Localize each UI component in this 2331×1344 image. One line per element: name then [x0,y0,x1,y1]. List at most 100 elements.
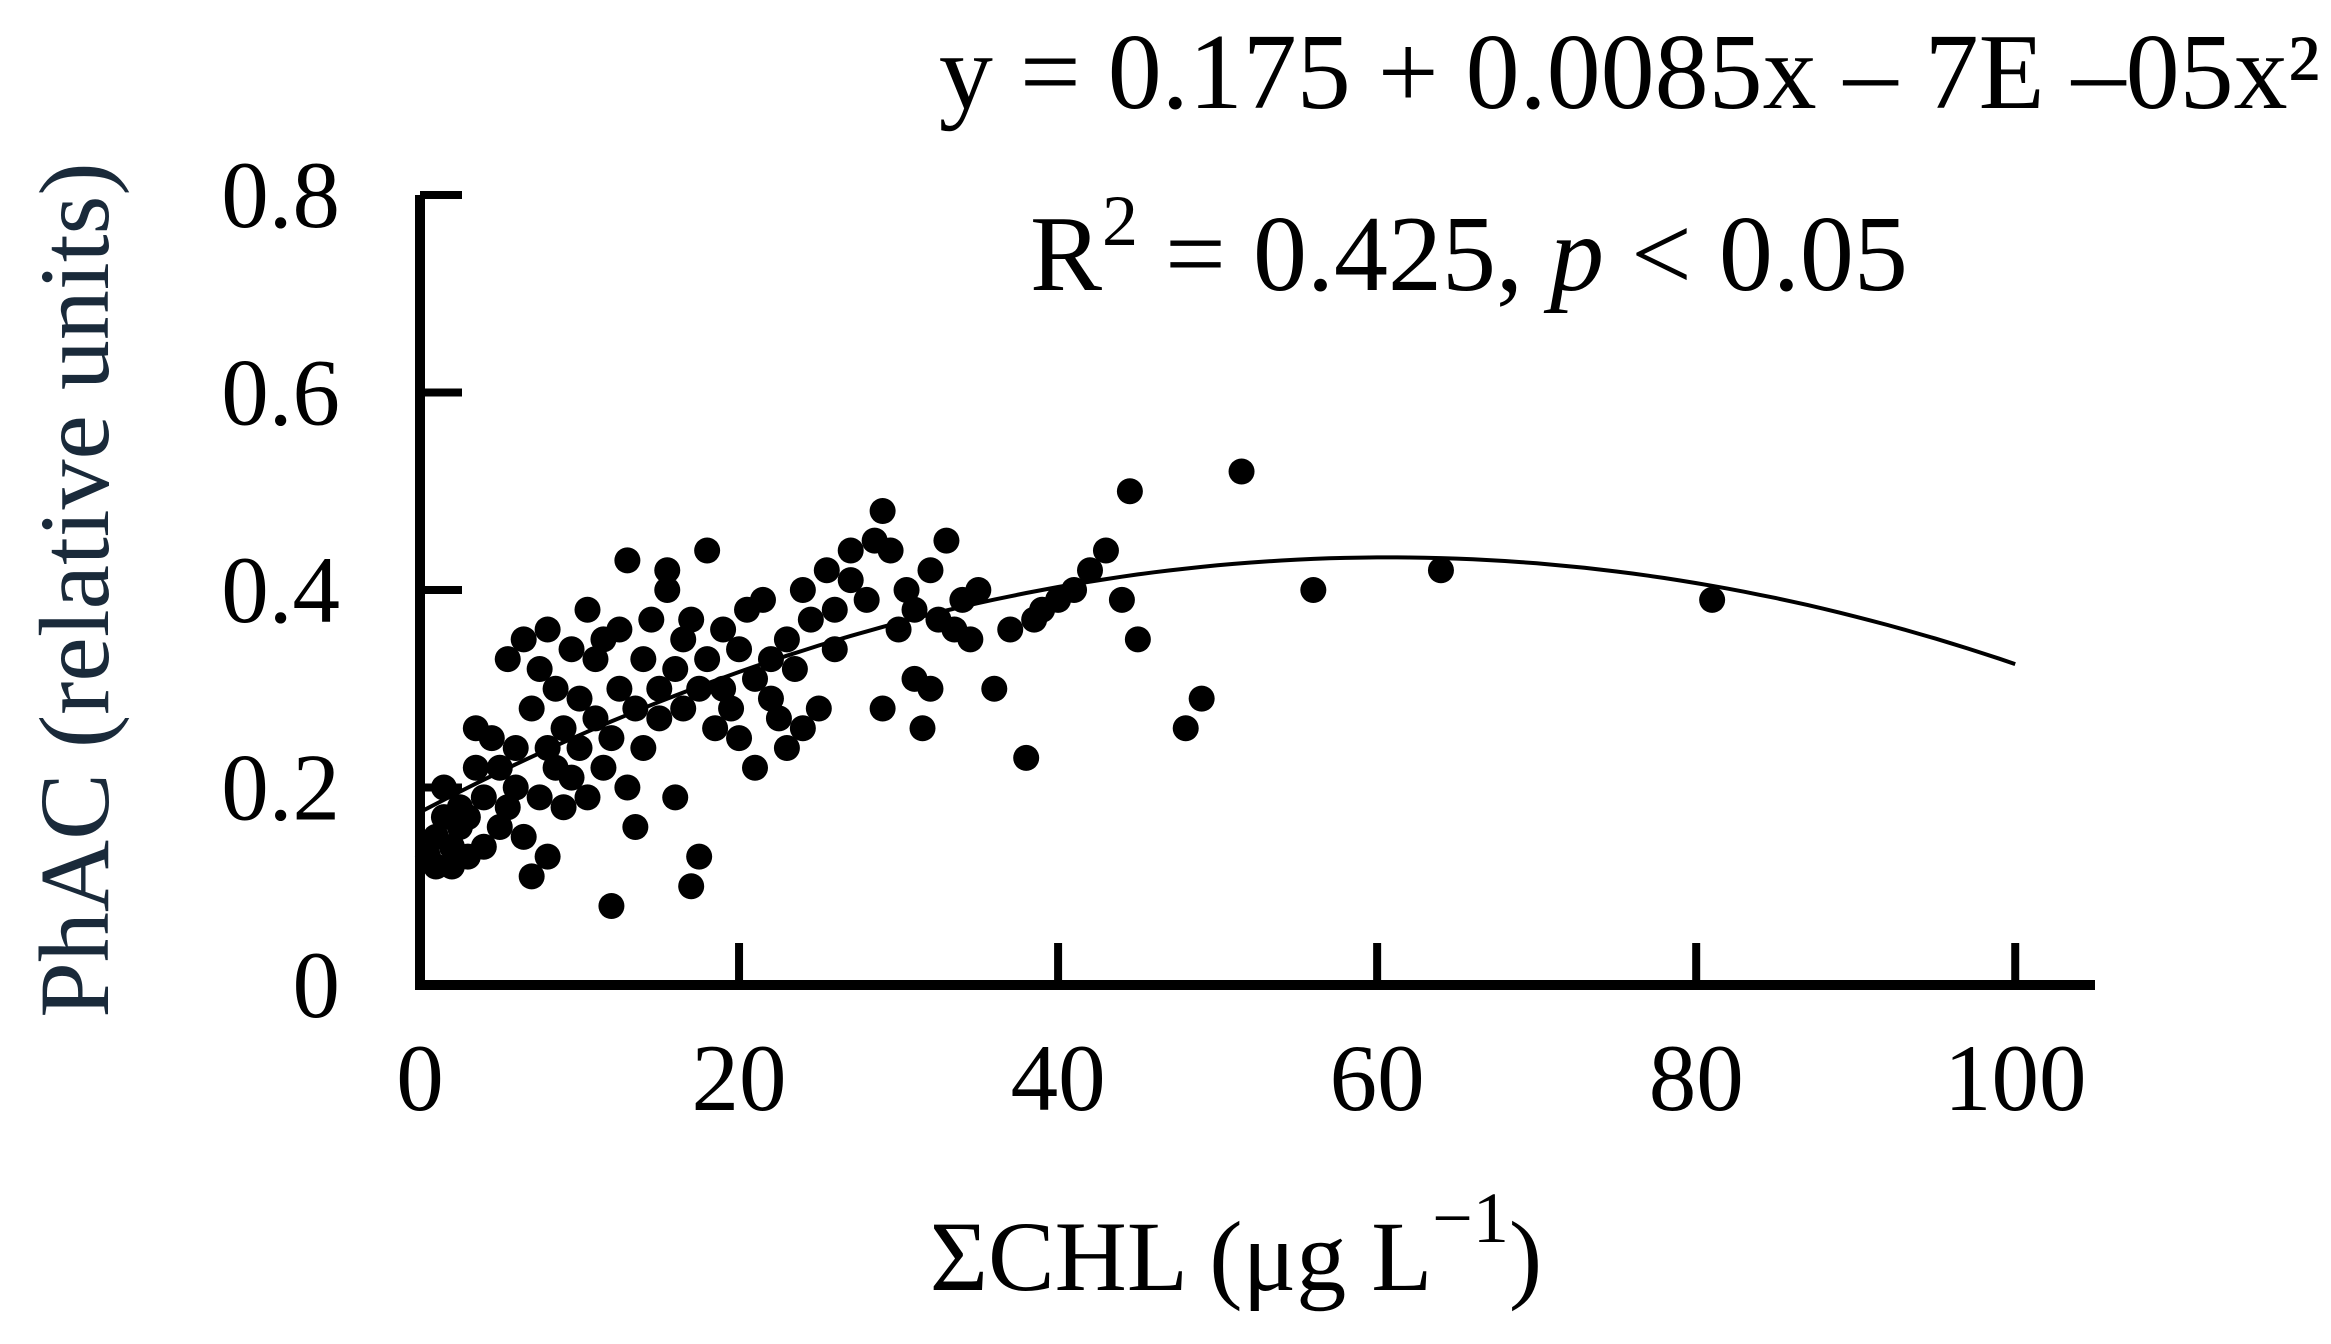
x-tick-label: 60 [1330,1025,1425,1131]
data-point [813,557,840,584]
data-point [837,567,864,594]
data-point [1077,557,1103,584]
data-point [558,636,585,663]
data-point [1092,537,1119,564]
data-point [534,843,561,870]
data-point [510,626,537,653]
data-point [526,784,553,811]
data-point [630,646,657,673]
data-point [702,715,729,742]
data-point [606,616,633,643]
data-point [837,537,864,564]
data-point [590,754,617,781]
y-tick-label: 0.4 [221,537,340,643]
data-point [710,675,737,702]
data-point [478,725,505,752]
data-point [550,794,577,821]
data-point [542,675,569,702]
data-point [662,784,689,811]
data-point [630,735,657,761]
data-point [598,893,625,919]
data-point [534,616,561,643]
data-point [654,557,681,584]
data-point [789,577,816,603]
data-point [694,537,721,564]
data-point [1188,685,1215,712]
x-tick-label: 20 [692,1025,787,1131]
data-point [518,863,545,890]
data-point [1116,478,1143,505]
data-point [678,606,705,633]
plot-area: 0 0.2 0.4 0.6 0.8 0 20 40 60 80 100 [221,142,2095,1131]
data-point [622,814,649,840]
data-point [654,577,681,603]
p-symbol: p [1543,195,1604,314]
fit-r2-annotation: R2 = 0.425, p < 0.05 [1030,181,1908,314]
x-axis-label-superscript: −1 [1432,1178,1509,1258]
data-point [1300,577,1327,603]
y-tick-label: 0.8 [221,142,340,248]
data-point [670,626,697,653]
data-point [486,814,513,840]
data-point [981,675,1008,702]
data-point [662,656,689,682]
r2-value: = 0.425, [1138,195,1550,314]
data-point [742,754,768,781]
data-point [909,715,936,742]
x-tick-label: 80 [1649,1025,1744,1131]
data-point [917,675,944,702]
data-point [789,715,816,742]
data-point [678,873,705,900]
data-point [757,685,784,712]
data-point [805,695,832,722]
data-point [430,774,457,801]
data-point [694,646,721,673]
data-point [1013,744,1040,771]
data-point [494,646,521,673]
data-point [1172,715,1199,742]
data-point [957,626,984,653]
data-point [726,636,753,663]
fit-curve [419,555,2016,814]
data-point [566,685,593,712]
fit-equation: y = 0.175 + 0.0085x – 7E –05x² [939,13,2320,132]
data-point [765,705,792,732]
x-tick-label: 0 [396,1025,444,1131]
data-point [869,695,896,722]
data-point [1228,458,1255,485]
data-point [821,596,848,623]
x-axis-label: ΣCHL (μg L−1) [930,1178,1542,1312]
data-point [502,774,529,801]
data-point [773,735,800,761]
data-point [773,626,800,653]
data-point [494,794,521,821]
data-point [470,833,497,860]
data-point [710,616,737,643]
y-tick-label: 0 [293,932,341,1038]
r2-superscript: 2 [1102,181,1138,261]
data-point [781,656,808,682]
p-value: < 0.05 [1604,195,1908,314]
data-point [454,804,481,831]
data-point [574,596,601,623]
data-point [917,557,944,584]
y-tick-label: 0.6 [221,340,340,446]
data-point [646,705,673,732]
data-point [686,843,713,870]
r2-label: R [1030,195,1102,314]
data-point [877,537,904,564]
data-point [965,577,992,603]
data-point [614,774,641,801]
data-point [502,735,529,761]
data-point [614,547,641,574]
data-point [470,784,497,811]
data-point [670,695,697,722]
x-tick-label: 40 [1011,1025,1106,1131]
data-point [1108,586,1135,613]
x-tick-label: 100 [1944,1025,2087,1131]
x-axis-label-main: ΣCHL (μg L [930,1201,1433,1312]
data-point [797,606,824,633]
data-point [638,606,665,633]
data-point [582,646,609,673]
